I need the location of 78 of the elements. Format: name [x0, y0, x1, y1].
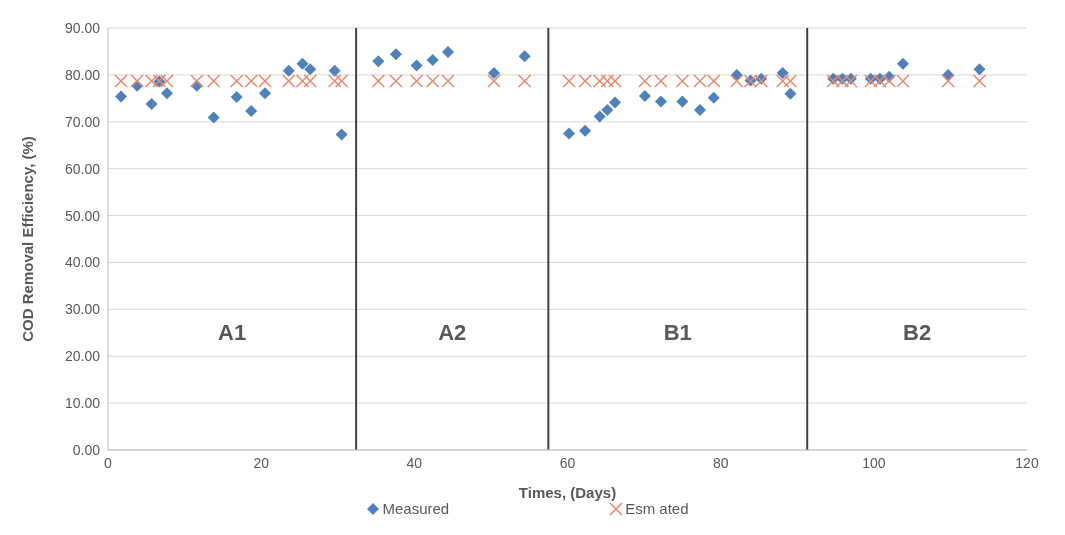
point: [389, 74, 403, 88]
point: [335, 128, 348, 141]
point: [654, 74, 668, 88]
y-axis-title: COD Removal Efficiency, (%): [19, 136, 37, 342]
point: [638, 74, 652, 88]
x-tick-label: 120: [1015, 454, 1039, 471]
point: [410, 59, 423, 72]
point: [487, 67, 500, 80]
x-axis-title: Times, (Days): [518, 484, 617, 501]
y-tick-label: 20.00: [64, 348, 101, 365]
legend-label: Esm ated: [624, 500, 689, 517]
point: [245, 104, 258, 117]
point: [676, 95, 689, 108]
point: [654, 95, 667, 108]
point: [115, 90, 128, 103]
point: [389, 48, 402, 61]
point: [334, 74, 349, 88]
point: [304, 63, 317, 76]
point: [442, 45, 455, 58]
y-tick-label: 0.00: [72, 441, 101, 458]
point: [517, 74, 532, 88]
point: [327, 74, 342, 88]
point: [562, 74, 576, 88]
point: [230, 90, 243, 103]
x-tick-label: 80: [712, 454, 729, 471]
point: [775, 74, 790, 88]
point: [784, 87, 797, 100]
point: [707, 91, 720, 104]
point: [973, 63, 986, 76]
y-tick-label: 70.00: [64, 113, 101, 130]
y-tick-label: 50.00: [64, 207, 101, 224]
annotation: A2: [438, 319, 467, 345]
annotation: B2: [903, 319, 932, 345]
x-tick-label: 20: [253, 454, 270, 471]
point: [259, 87, 271, 100]
point: [675, 74, 690, 88]
point: [282, 64, 295, 77]
point: [638, 89, 651, 102]
x-tick-label: 100: [862, 454, 886, 471]
x-tick-label: 60: [559, 454, 576, 471]
point: [114, 74, 128, 88]
point: [783, 74, 798, 88]
point: [941, 74, 955, 88]
point: [693, 104, 706, 117]
y-tick-label: 30.00: [64, 301, 101, 318]
x-tick-label: 40: [406, 454, 423, 471]
point: [328, 64, 341, 77]
point: [563, 127, 576, 140]
legend-label: Measured: [381, 500, 450, 517]
y-tick-label: 40.00: [64, 254, 101, 271]
point: [579, 124, 592, 137]
point: [776, 67, 789, 80]
y-tick-label: 10.00: [64, 395, 101, 412]
point: [303, 74, 317, 88]
point: [372, 55, 385, 68]
point: [296, 57, 309, 70]
point: [190, 74, 204, 88]
point: [593, 110, 606, 123]
y-tick-label: 60.00: [64, 160, 101, 177]
point: [160, 87, 173, 100]
point: [371, 74, 386, 88]
point: [207, 111, 220, 124]
y-tick-label: 80.00: [64, 66, 101, 83]
annotation: B1: [663, 319, 692, 345]
point: [601, 104, 614, 117]
x-tick-label: 0: [104, 454, 113, 471]
annotation: A1: [218, 319, 247, 345]
point: [518, 50, 531, 63]
point: [206, 74, 221, 88]
point: [145, 97, 158, 110]
point: [972, 74, 987, 88]
point: [600, 74, 615, 88]
point: [487, 74, 501, 88]
point: [426, 53, 439, 66]
point: [896, 57, 909, 70]
point: [608, 96, 621, 109]
point: [409, 74, 424, 88]
y-tick-label: 90.00: [64, 19, 101, 36]
